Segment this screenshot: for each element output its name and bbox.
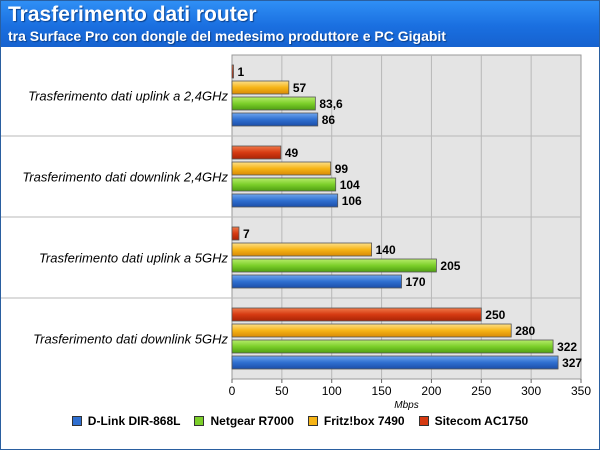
bar-d-link-dir-868l [231,112,319,127]
legend-label: Sitecom AC1750 [434,414,529,428]
category-label: Trasferimento dati uplink a 5GHz [39,251,229,266]
bar-netgear-r7000 [231,339,554,354]
bar-netgear-r7000 [231,96,316,111]
legend-item-netgear-r7000: Netgear R7000 [194,414,294,428]
x-tick-label: 350 [571,384,591,398]
data-label: 322 [557,340,577,354]
x-tick-label: 250 [471,384,491,398]
bar-netgear-r7000 [231,258,437,273]
data-label: 104 [340,178,360,192]
data-label: 49 [285,146,299,160]
x-tick-label: 0 [229,384,236,398]
x-tick-label: 50 [275,384,289,398]
chart-subtitle: tra Surface Pro con dongle del medesimo … [8,28,446,44]
data-label: 7 [243,227,250,241]
legend-swatch [71,416,82,426]
legend-label: D-Link DIR-868L [87,414,181,428]
data-label: 140 [376,243,396,257]
data-label: 250 [485,308,505,322]
chart-header: Trasferimento dati router tra Surface Pr… [1,1,599,47]
bar-sitecom-ac1750 [231,64,234,79]
x-tick-label: 100 [322,384,342,398]
data-label: 83,6 [319,97,343,111]
bar-d-link-dir-868l [231,355,559,370]
bar-fritz-box-7490 [231,161,332,176]
category-label: Trasferimento dati downlink 5GHz [33,332,228,347]
bar-fritz-box-7490 [231,323,512,338]
data-label: 1 [238,65,245,79]
category-label: Trasferimento dati uplink a 2,4GHz [28,89,228,104]
bar-fritz-box-7490 [231,80,290,95]
legend-label: Fritz!box 7490 [323,414,405,428]
category-label: Trasferimento dati downlink 2,4GHz [22,170,228,185]
x-tick-label: 300 [521,384,541,398]
data-label: 280 [515,324,535,338]
data-label: 99 [335,162,349,176]
legend-label: Netgear R7000 [210,414,294,428]
bar-fritz-box-7490 [231,242,373,257]
data-label: 205 [440,259,460,273]
legend-swatch [418,416,429,426]
bar-netgear-r7000 [231,177,337,192]
x-tick-label: 150 [372,384,392,398]
data-label: 57 [293,81,307,95]
bar-d-link-dir-868l [231,193,339,208]
bar-sitecom-ac1750 [231,307,482,322]
legend-item-sitecom-ac1750: Sitecom AC1750 [418,414,529,428]
bar-sitecom-ac1750 [231,145,282,160]
bar-sitecom-ac1750 [231,226,240,241]
legend-item-d-link-dir-868l: D-Link DIR-868L [71,414,181,428]
data-label: 327 [562,356,582,370]
x-axis-label: Mbps [394,400,418,411]
data-label: 170 [406,275,426,289]
data-label: 86 [322,113,336,127]
bar-d-link-dir-868l [231,274,402,289]
legend-swatch [307,416,318,426]
x-tick-label: 200 [421,384,441,398]
legend-item-fritz-box-7490: Fritz!box 7490 [307,414,405,428]
data-label: 106 [342,194,362,208]
legend-swatch [194,416,205,426]
chart-legend: D-Link DIR-868L Netgear R7000 Fritz!box 74… [1,409,599,433]
chart-title: Trasferimento dati router [8,3,257,26]
